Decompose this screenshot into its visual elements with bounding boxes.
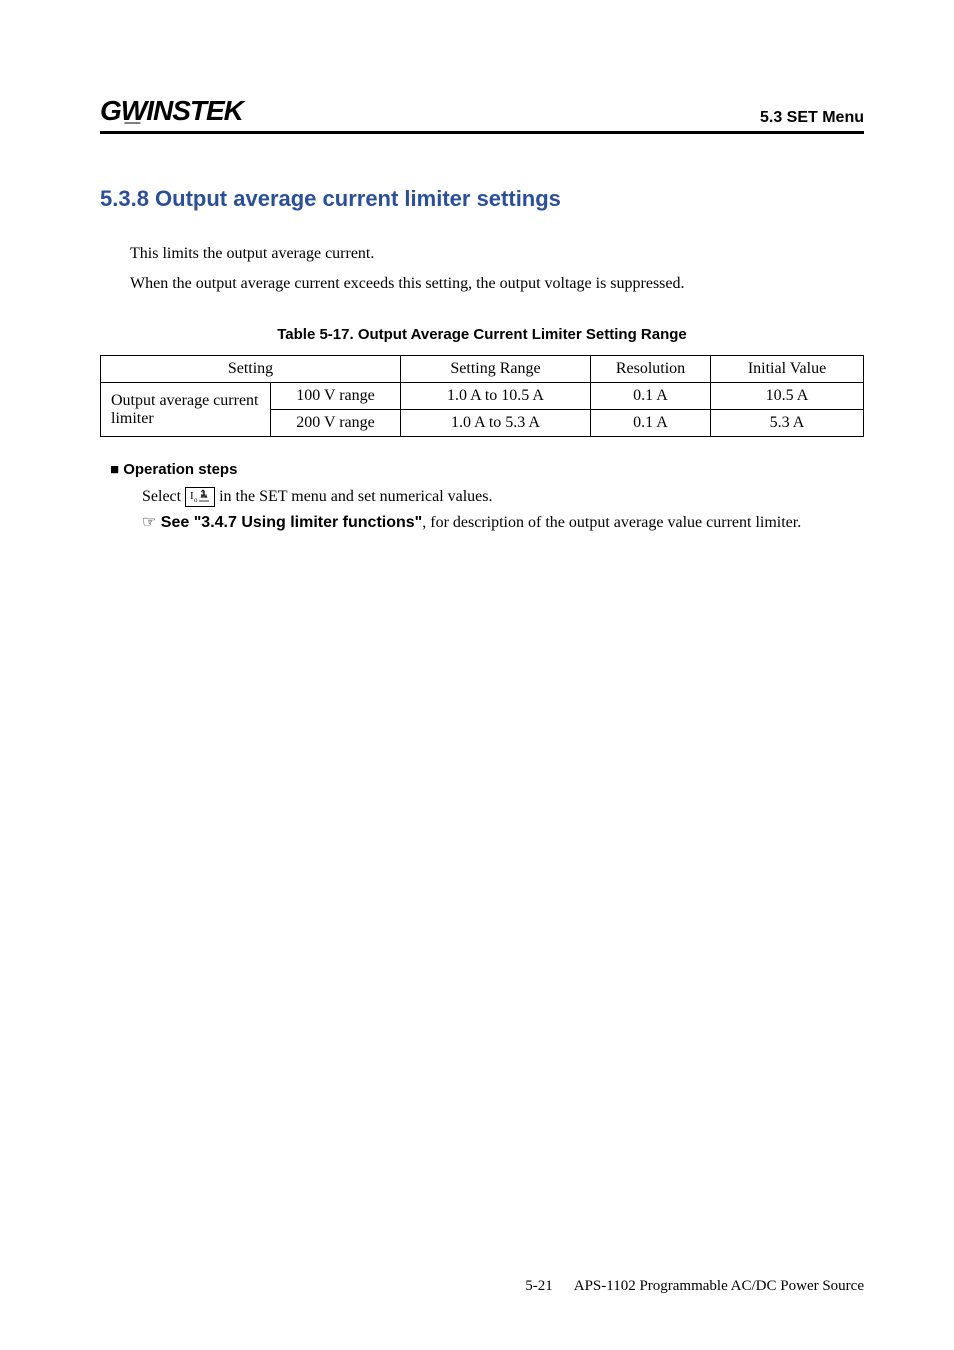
limiter-icon: I o [185,487,215,507]
pointer-icon: ☞ [142,514,156,531]
initial-value-cell: 10.5 A [711,383,864,410]
setting-range-cell: 1.0 A to 5.3 A [401,410,591,437]
header-section-label: 5.3 SET Menu [760,109,864,127]
bullet-square-icon: ■ [110,461,119,478]
see-reference-link[interactable]: See "3.4.7 Using limiter functions" [156,514,422,531]
initial-value-cell: 5.3 A [711,410,864,437]
table-row: Output average current limiter 100 V ran… [101,383,864,410]
col-setting: Setting [101,356,401,383]
intro-paragraph-1: This limits the output average current. [130,242,864,266]
table-caption: Table 5-17. Output Average Current Limit… [100,326,864,343]
document-title: APS-1102 Programmable AC/DC Power Source [574,1278,864,1294]
section-title: 5.3.8 Output average current limiter set… [100,186,864,212]
page-number: 5-21 [525,1278,553,1294]
setting-name-cell: Output average current limiter [101,383,271,437]
operation-steps-heading: ■ Operation steps [110,461,864,478]
svg-text:o: o [194,496,198,502]
resolution-cell: 0.1 A [591,383,711,410]
operation-steps-body: Select I o in the SET menu and set numer… [142,484,864,535]
range-label-cell: 100 V range [271,383,401,410]
intro-paragraph-2: When the output average current exceeds … [130,272,864,296]
setting-range-cell: 1.0 A to 10.5 A [401,383,591,410]
page-footer: 5-21 APS-1102 Programmable AC/DC Power S… [525,1278,864,1295]
range-label-cell: 200 V range [271,410,401,437]
page-header: GW̲INSTEK 5.3 SET Menu [100,95,864,134]
col-resolution: Resolution [591,356,711,383]
table-header-row: Setting Setting Range Resolution Initial… [101,356,864,383]
col-initial: Initial Value [711,356,864,383]
resolution-cell: 0.1 A [591,410,711,437]
see-reference-line: ☞ See "3.4.7 Using limiter functions", f… [142,510,864,536]
col-range: Setting Range [401,356,591,383]
step-select-line: Select I o in the SET menu and set numer… [142,484,864,510]
brand-logo: GW̲INSTEK [100,95,243,127]
settings-table: Setting Setting Range Resolution Initial… [100,355,864,437]
